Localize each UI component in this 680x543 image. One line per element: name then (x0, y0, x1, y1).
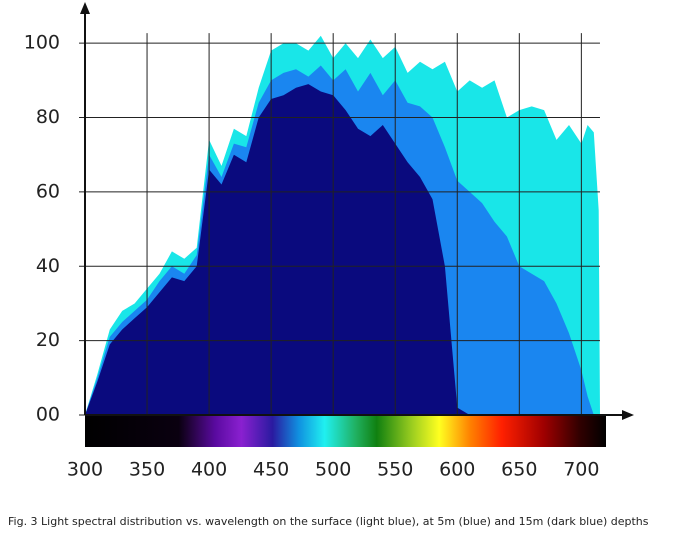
y-arrow (80, 2, 90, 14)
area (85, 84, 600, 415)
y-tick-label: 100 (24, 32, 60, 54)
labels: 00 20 40 60 80 100 300 350 400 450 500 550 600 650 700 (24, 32, 600, 481)
grid (79, 33, 600, 416)
x-tick-label: 400 (191, 459, 227, 481)
x-tick-label: 450 (253, 459, 289, 481)
areas (85, 35, 600, 415)
x-tick-label: 550 (377, 459, 413, 481)
y-tick-label: 00 (36, 404, 60, 426)
spectrum-band (85, 416, 606, 447)
y-tick-label: 20 (36, 329, 60, 351)
caption: Fig. 3 Light spectral distribution vs. w… (8, 515, 649, 528)
x-tick-label: 500 (315, 459, 351, 481)
x-tick-label: 300 (67, 459, 103, 481)
x-tick-label: 700 (563, 459, 599, 481)
y-tick-label: 40 (36, 255, 60, 277)
x-tick-label: 350 (129, 459, 165, 481)
y-tick-label: 80 (36, 106, 60, 128)
y-tick-label: 60 (36, 180, 60, 202)
x-tick-label: 650 (501, 459, 537, 481)
x-arrow (622, 410, 634, 420)
x-tick-label: 600 (439, 459, 475, 481)
